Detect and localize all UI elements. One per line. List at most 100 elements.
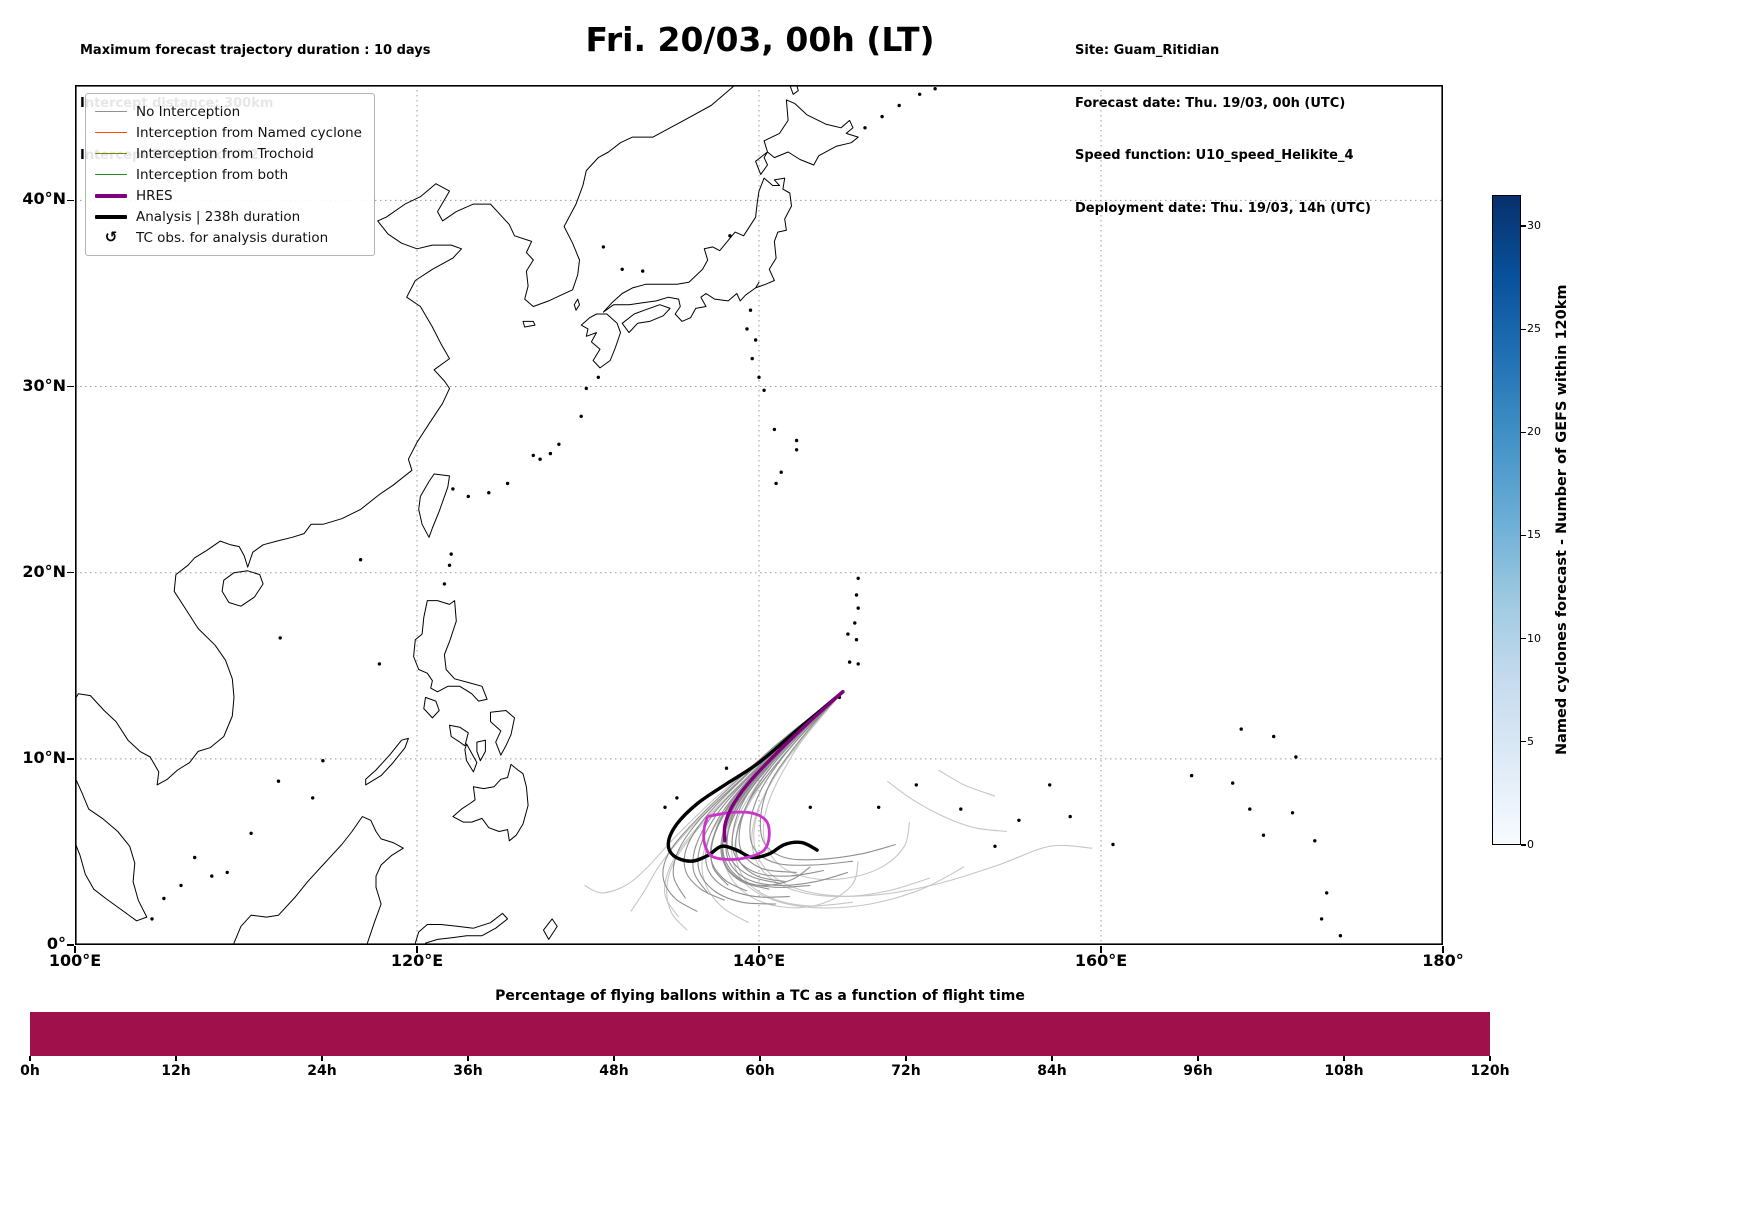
island-dot [774,481,778,486]
flight-time-tick [759,1056,761,1061]
island-dot [753,338,758,342]
island-dot [959,807,963,811]
map-legend: No Interception Interception from Named c… [85,93,375,256]
island-dot [663,805,667,809]
island-dot [276,779,281,783]
coastline [476,739,486,762]
legend-line-sample [95,152,127,155]
lon-tick [74,946,76,953]
island-dot [442,582,447,586]
flight-time-tick-label: 48h [599,1063,629,1079]
lon-tick [416,946,418,953]
island-dot [641,269,645,273]
island-dot [358,558,363,562]
gefs-trajectory-faded [701,691,844,924]
island-dot [557,442,561,446]
island-dot [1068,814,1072,819]
island-dot [162,896,166,901]
flight-time-tick-label: 108h [1324,1063,1364,1079]
legend-line-swatch [95,173,127,176]
island-dot [853,621,857,625]
flight-time-tick-label: 72h [891,1063,921,1079]
gefs-trajectory-faded [666,691,844,931]
island-dot [449,552,453,556]
lat-tick [67,385,74,388]
coastline [789,85,799,95]
legend-line-sample [95,173,127,176]
island-dot [278,636,282,640]
flight-time-tick [321,1056,323,1061]
coastline [580,313,621,369]
flight-time-tick [467,1056,469,1061]
island-dot [1294,755,1298,759]
lon-tick-label: 180° [1422,951,1464,970]
gefs-trajectory-faded [751,691,931,898]
island-dot [779,470,783,474]
island-dot [856,606,860,610]
coastline [522,320,536,328]
legend-item: HRES [95,185,362,206]
island-dot [311,796,315,800]
island-dot [847,660,852,664]
legend-line-swatch [95,214,127,219]
speed-function-text: Speed function: U10_speed_Helikite_4 [1075,148,1354,163]
island-dot [377,662,382,666]
lon-tick-label: 100°E [48,951,102,970]
lat-tick-label: 20°N [22,561,66,581]
island-dot [724,766,729,770]
island-dot [548,451,553,456]
island-dot [531,453,535,458]
island-dot [914,783,918,787]
coastline [418,473,450,538]
flight-time-bar [30,1012,1490,1056]
flight-time-tick-label: 96h [1183,1063,1213,1079]
legend-label: Interception from Trochoid [136,145,314,162]
island-dot [584,386,588,391]
gefs-trajectory [662,691,844,912]
legend-label: HRES [136,187,173,204]
flight-time-tick-label: 36h [453,1063,483,1079]
island-dot [1325,891,1329,895]
flight-time-tick-label: 120h [1470,1063,1510,1079]
island-dot [1231,781,1235,785]
island-dot [728,234,732,238]
island-dot [854,593,859,597]
map-frame [75,85,1443,945]
lat-tick [67,199,74,202]
island-dot [854,638,859,642]
lon-tick-label: 140°E [732,951,786,970]
legend-line-sample [95,193,127,198]
island-dot [1290,811,1295,815]
island-dot [1319,917,1324,921]
island-dot [466,494,470,499]
legend-item: Interception from both [95,164,362,185]
island-dot [748,308,753,312]
island-dot [863,126,867,130]
island-dot [1111,842,1115,847]
island-dot [918,92,922,96]
gefs-trajectory [672,691,844,899]
flight-time-tick [905,1056,907,1061]
coastline [490,710,515,756]
island-dot [897,103,901,108]
colorbar-tick [1521,844,1526,846]
legend-label: Interception from both [136,166,289,183]
coastline [449,724,469,747]
colorbar-tick-label: 30 [1527,218,1541,232]
gefs-trajectory [759,691,896,861]
flight-time-tick [175,1056,177,1061]
flight-time-tick-label: 12h [161,1063,191,1079]
island-dot [794,448,799,452]
colorbar-gradient [1492,195,1521,845]
lon-tick [1100,946,1102,953]
site-text: Site: Guam_Ritidian [1075,43,1220,58]
legend-label: No Interception [136,103,241,120]
island-dot [1048,783,1052,787]
island-dot [620,267,624,271]
island-dot [675,796,679,800]
colorbar-tick [1521,328,1526,330]
lon-tick [1442,946,1444,953]
island-dot [846,632,850,636]
flight-time-tick [1197,1056,1199,1061]
island-dot [808,805,812,809]
